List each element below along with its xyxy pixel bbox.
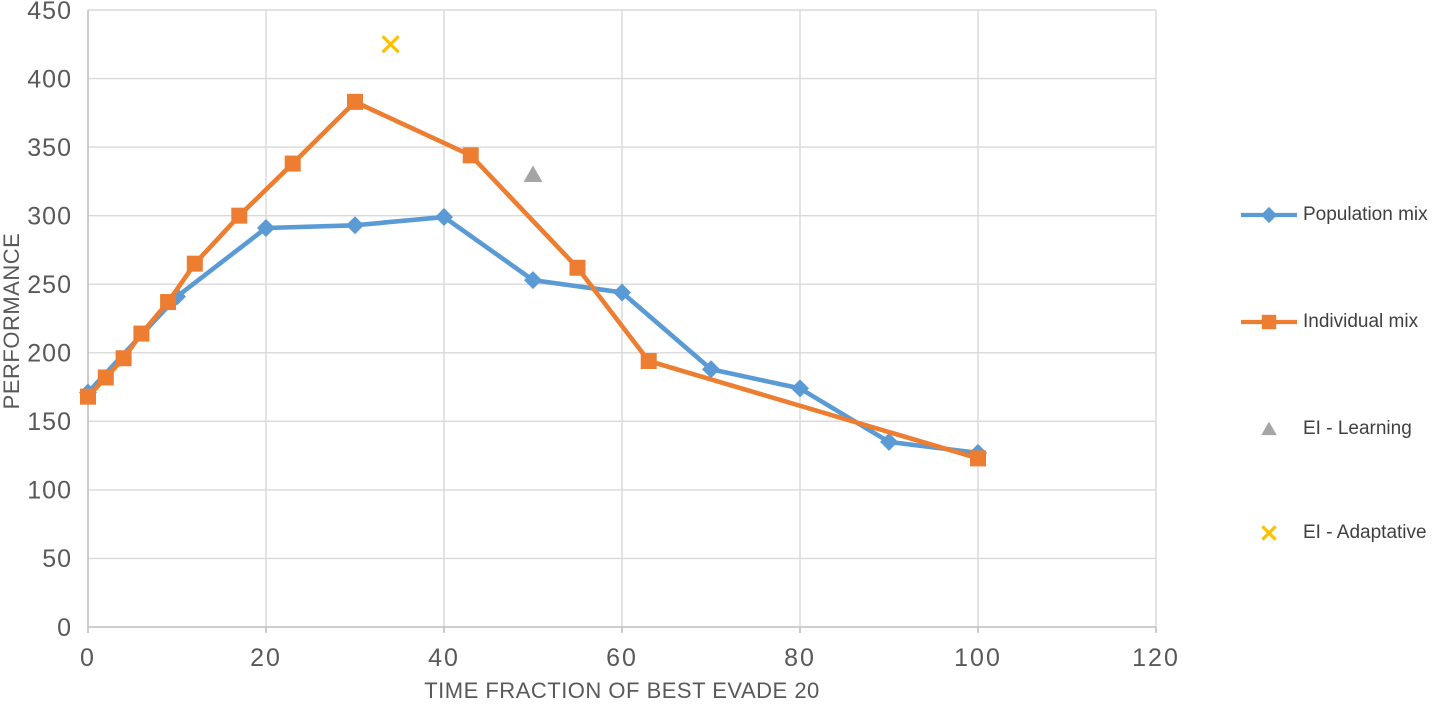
legend-marker	[1260, 206, 1278, 224]
series-individual-mix-marker	[970, 450, 986, 467]
legend-marker-individual-mix-icon	[1241, 314, 1297, 330]
legend-label: EI - Adaptative	[1303, 522, 1427, 543]
x-tick-label: 120	[1132, 644, 1180, 672]
y-tick-label: 200	[27, 340, 72, 368]
series-ei-learning-marker	[523, 165, 543, 183]
legend-marker-population-mix-icon	[1241, 206, 1297, 224]
series-individual-mix-marker	[640, 353, 657, 370]
y-tick-label: 450	[27, 0, 72, 25]
series-individual-mix-marker	[284, 155, 301, 172]
x-tick-label: 60	[606, 644, 638, 672]
series-population-mix-marker	[791, 379, 809, 398]
series-individual-mix-marker	[569, 259, 586, 276]
x-tick-label: 20	[250, 644, 282, 672]
series-individual-mix-marker	[80, 388, 96, 405]
series-population-mix-marker	[257, 219, 275, 238]
series-population-mix-marker	[613, 283, 631, 302]
x-tick-label: 100	[954, 644, 1002, 672]
x-tick-label: 80	[784, 644, 816, 672]
legend-marker-ei-learning-icon	[1261, 421, 1277, 436]
series-individual-mix-marker	[347, 93, 363, 110]
legend-item-ei-learning: EI - Learning	[1240, 417, 1412, 441]
y-tick-label: 150	[27, 408, 72, 436]
series-individual-mix-marker	[231, 207, 248, 224]
x-axis-title: TIME FRACTION OF BEST EVADE 20	[424, 678, 820, 703]
series-individual-mix-marker	[115, 350, 132, 367]
series-population-mix-marker	[880, 432, 898, 451]
series-individual-mix-marker	[97, 369, 114, 386]
legend-item-population-mix: Population mix	[1240, 203, 1428, 227]
legend-item-ei-adaptative: EI - Adaptative	[1240, 521, 1427, 545]
series-individual-mix-marker	[186, 255, 203, 272]
series-ei-adaptative-marker	[381, 35, 400, 54]
x-tick-label: 40	[428, 644, 460, 672]
y-tick-label: 400	[27, 65, 72, 93]
legend-marker	[1261, 421, 1277, 436]
legend-marker-ei-adaptative-icon	[1261, 525, 1277, 541]
legend-item-individual-mix: Individual mix	[1240, 310, 1418, 334]
legend-label: Population mix	[1303, 204, 1428, 225]
y-tick-label: 250	[27, 271, 72, 299]
y-tick-label: 350	[27, 134, 72, 162]
series-individual-mix-marker	[462, 147, 479, 164]
y-tick-label: 100	[27, 477, 72, 505]
y-tick-label: 50	[42, 545, 72, 573]
legend-label: Individual mix	[1303, 311, 1419, 332]
series-population-mix-marker	[435, 208, 453, 227]
x-tick-label: 0	[80, 644, 96, 672]
series-population-mix-marker	[702, 360, 720, 379]
series-individual-mix-marker	[160, 294, 177, 311]
y-axis-title: PERFORMANCE	[0, 232, 24, 410]
y-tick-label: 0	[57, 614, 72, 642]
legend-marker	[1261, 314, 1277, 330]
series-population-mix-marker	[524, 271, 542, 290]
y-tick-label: 300	[27, 202, 72, 230]
legend-label: EI - Learning	[1303, 418, 1412, 439]
legend-marker	[1261, 525, 1277, 541]
series-individual-mix-marker	[133, 325, 150, 342]
series-population-mix-marker	[346, 216, 364, 235]
